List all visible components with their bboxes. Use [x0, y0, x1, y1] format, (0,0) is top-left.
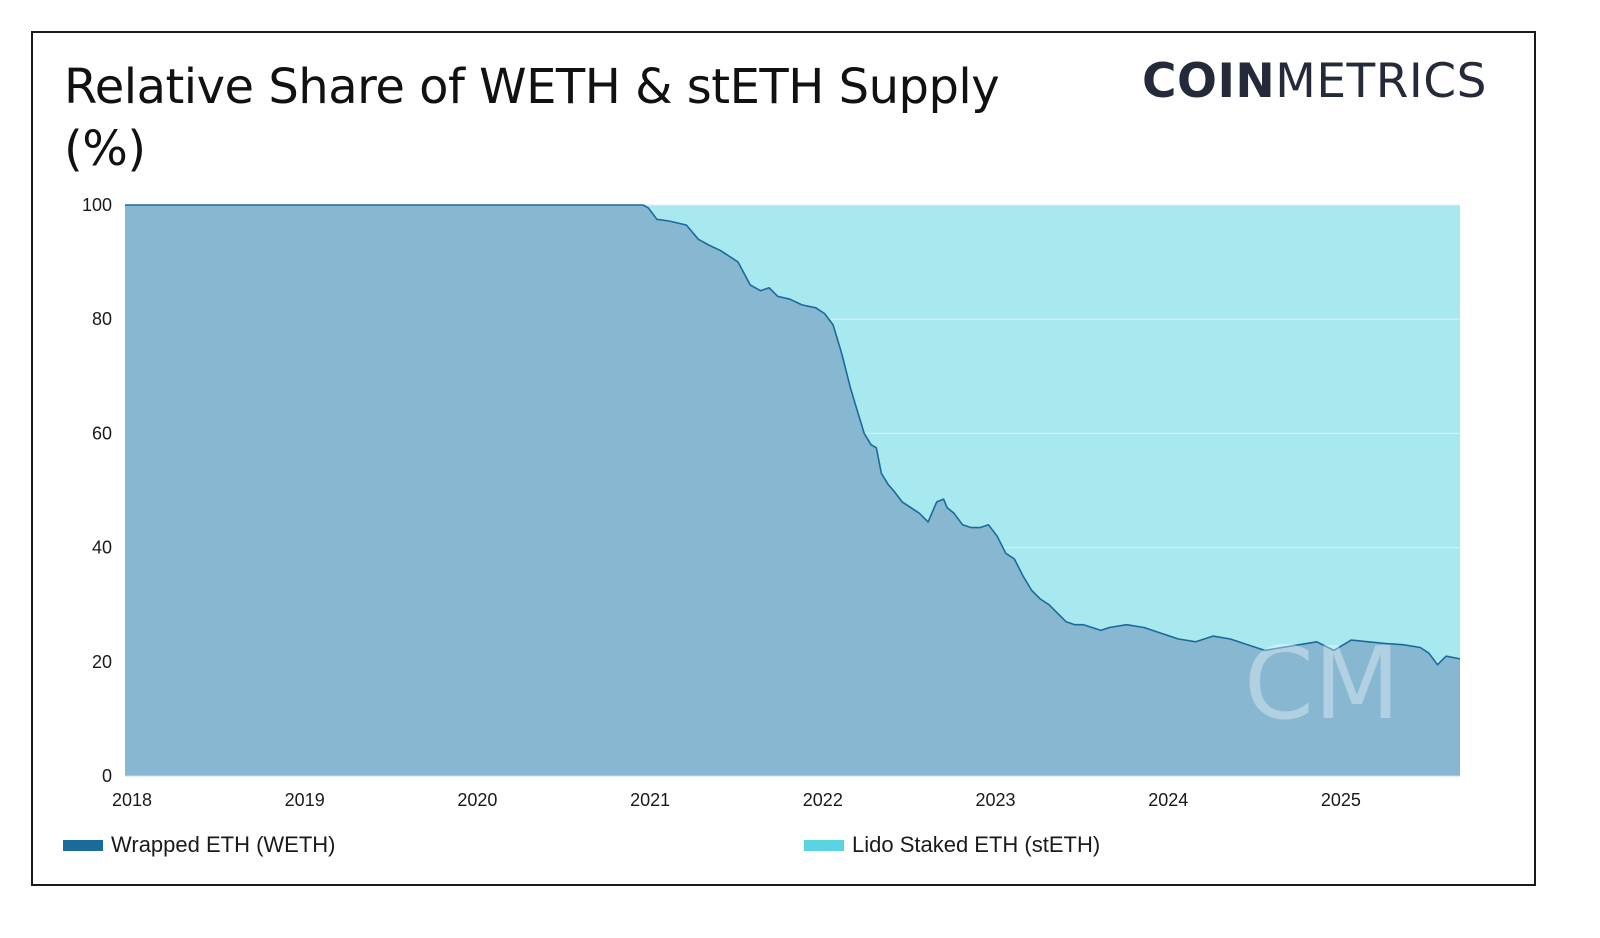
- x-tick-label-2025: 2025: [1321, 790, 1361, 810]
- y-tick-label-60: 60: [92, 423, 112, 443]
- x-tick-label-2024: 2024: [1148, 790, 1188, 810]
- legend-item-steth[interactable]: Lido Staked ETH (stETH): [804, 830, 1100, 860]
- legend-label-steth: Lido Staked ETH (stETH): [852, 832, 1101, 857]
- legend-swatch-steth: [804, 839, 844, 851]
- logo-bold-part: COIN: [1142, 54, 1276, 109]
- legend-label-weth: Wrapped ETH (WETH): [111, 832, 336, 857]
- y-tick-label-100: 100: [82, 195, 112, 215]
- x-tick-label-2019: 2019: [285, 790, 325, 810]
- y-tick-label-80: 80: [92, 309, 112, 329]
- chart-legend: Wrapped ETH (WETH) Lido Staked ETH (stET…: [0, 830, 1600, 860]
- coinmetrics-logo: COINMETRICS: [1142, 52, 1487, 112]
- y-tick-label-0: 0: [102, 766, 112, 786]
- x-tick-label-2023: 2023: [975, 790, 1015, 810]
- chart-title: Relative Share of WETH & stETH Supply (%…: [64, 59, 1000, 177]
- weth-area: [125, 205, 1460, 776]
- logo-light-part: METRICS: [1275, 54, 1487, 109]
- weth-line: [125, 204, 1461, 666]
- x-tick-label-2022: 2022: [803, 790, 843, 810]
- y-tick-label-20: 20: [92, 652, 112, 672]
- x-tick-label-2018: 2018: [112, 790, 152, 810]
- x-tick-label-2021: 2021: [630, 790, 670, 810]
- y-tick-label-40: 40: [92, 538, 112, 558]
- x-tick-label-2020: 2020: [457, 790, 497, 810]
- legend-swatch-weth: [63, 839, 103, 851]
- cm-watermark: CM: [1244, 625, 1400, 742]
- legend-item-weth[interactable]: Wrapped ETH (WETH): [63, 830, 336, 860]
